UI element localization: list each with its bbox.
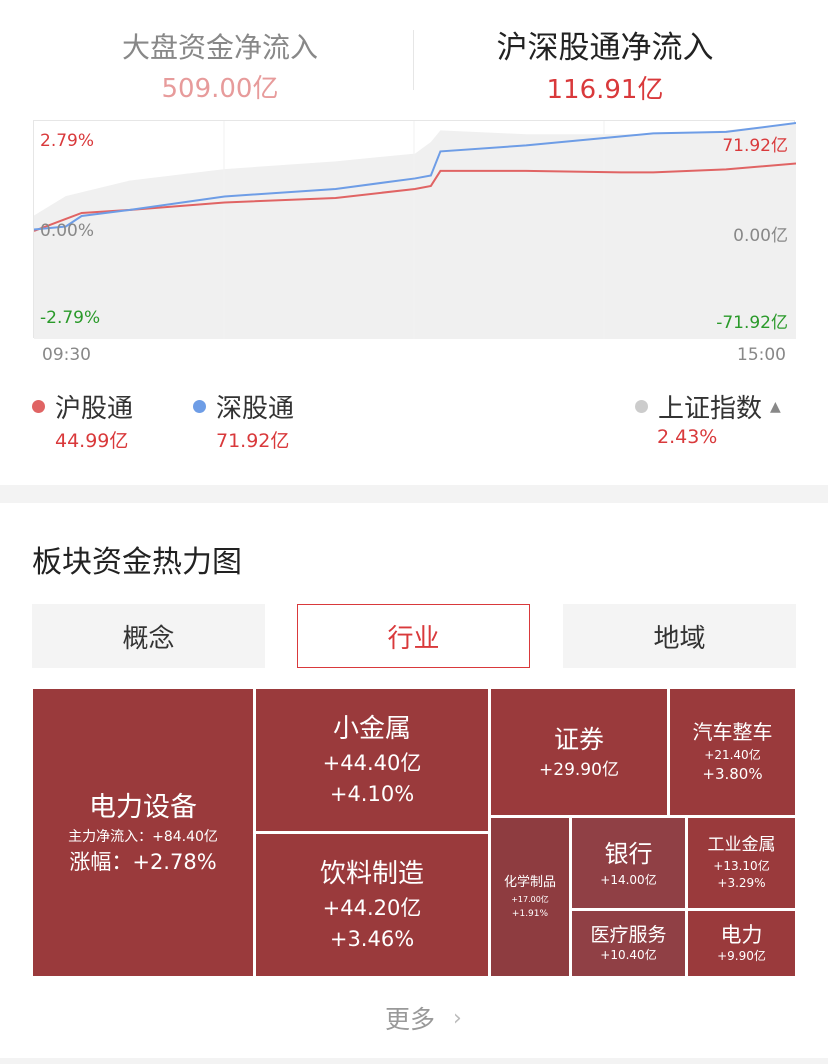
tab-industry[interactable]: 行业 [297, 604, 530, 668]
more-label: 更多 [385, 1005, 436, 1034]
tab-region[interactable]: 地域 [563, 604, 796, 668]
cell-change: +3.29% [717, 876, 766, 891]
cell-change: 涨幅：+2.78% [69, 850, 217, 874]
triangle-up-icon[interactable]: ▲ [770, 398, 781, 415]
tab-market-inflow[interactable]: 大盘资金净流入 509.00亿 [20, 26, 420, 105]
cell-inflow: +44.40亿 [322, 751, 422, 776]
cell-inflow: +10.40亿 [600, 948, 657, 963]
y-right-top: 71.92亿 [722, 136, 788, 156]
heatmap-cell[interactable]: 银行 +14.00亿 [572, 818, 685, 908]
cell-inflow: +44.20亿 [322, 896, 422, 921]
bottom-divider [0, 1058, 828, 1064]
legend-value: 2.43% [657, 426, 718, 448]
cell-name: 医疗服务 [590, 924, 667, 947]
heatmap-cell[interactable]: 饮料制造 +44.20亿 +3.46% [256, 834, 488, 976]
tab-concept[interactable]: 概念 [32, 604, 265, 668]
cell-name: 电力 [720, 923, 763, 948]
cell-name: 饮料制造 [319, 858, 424, 889]
heatmap-cell[interactable]: 工业金属 +13.10亿 +3.29% [688, 818, 795, 908]
series-line-深股通 [33, 122, 797, 231]
cell-name: 小金属 [332, 713, 411, 744]
heatmap-cell[interactable]: 汽车整车 +21.40亿 +3.80% [670, 689, 795, 815]
y-left-top: 2.79% [40, 131, 95, 151]
legend-index[interactable]: 上证指数 ▲ [635, 388, 781, 425]
cell-name: 化学制品 [503, 875, 556, 890]
cell-inflow: 主力净流入：+84.40亿 [68, 828, 218, 845]
section-title: 板块资金热力图 [32, 545, 242, 580]
heatmap-cell[interactable]: 证券 +29.90亿 [491, 689, 667, 815]
cell-change: +3.46% [329, 926, 415, 951]
tab-label: 沪深股通净流入 [496, 30, 714, 66]
dot-icon [32, 400, 45, 413]
tab-value: 509.00亿 [161, 74, 279, 104]
legend-sh[interactable]: 沪股通 [32, 388, 133, 425]
legend-label: 沪股通 [55, 394, 134, 424]
legend-value: 71.92亿 [216, 430, 290, 452]
chart-svg [33, 121, 797, 339]
cell-inflow: +21.40亿 [704, 747, 761, 762]
heatmap-cell[interactable]: 电力 +9.90亿 [688, 911, 795, 976]
more-link[interactable]: 更多 › [385, 1000, 462, 1036]
cell-name: 工业金属 [707, 835, 776, 856]
y-right-bottom: -71.92亿 [716, 313, 788, 333]
chevron-right-icon: › [453, 1005, 462, 1031]
index-area [34, 123, 796, 339]
flow-chart[interactable] [33, 120, 797, 339]
heatmap-cell[interactable]: 医疗服务 +10.40亿 [572, 911, 685, 976]
cell-inflow: +9.90亿 [717, 949, 766, 964]
legend-value: 44.99亿 [55, 430, 129, 452]
cell-name: 证券 [553, 724, 604, 754]
tab-label: 大盘资金净流入 [121, 31, 318, 64]
cell-change: +4.10% [329, 781, 415, 806]
divider [413, 30, 414, 90]
legend-label: 上证指数 [658, 394, 763, 424]
cell-change: +3.80% [702, 765, 763, 784]
tab-connect-inflow[interactable]: 沪深股通净流入 116.91亿 [405, 22, 805, 106]
cell-change: +1.91% [511, 908, 549, 919]
dot-icon [193, 400, 206, 413]
y-right-mid: 0.00亿 [733, 226, 788, 246]
x-start: 09:30 [42, 345, 91, 365]
section-divider [0, 485, 828, 503]
cell-inflow: +29.90亿 [539, 759, 619, 780]
cell-name: 银行 [604, 839, 653, 868]
cell-inflow: +14.00亿 [600, 872, 657, 887]
dot-icon [635, 400, 648, 413]
legend-label: 深股通 [216, 394, 295, 424]
cell-inflow: +13.10亿 [713, 858, 770, 873]
y-left-mid: 0.00% [40, 221, 95, 241]
tab-value: 116.91亿 [546, 75, 664, 105]
legend-sz[interactable]: 深股通 [193, 388, 294, 425]
cell-name: 电力设备 [89, 791, 197, 823]
heatmap-cell[interactable]: 电力设备 主力净流入：+84.40亿 涨幅：+2.78% [33, 689, 253, 976]
cell-name: 汽车整车 [692, 719, 773, 744]
x-end: 15:00 [737, 345, 786, 365]
y-left-bottom: -2.79% [40, 308, 101, 328]
heatmap-cell[interactable]: 小金属 +44.40亿 +4.10% [256, 689, 488, 831]
heatmap-cell[interactable]: 化学制品 +17.00亿 +1.91% [491, 818, 569, 976]
series-line-沪股通 [33, 162, 797, 232]
cell-inflow: +17.00亿 [511, 894, 549, 904]
